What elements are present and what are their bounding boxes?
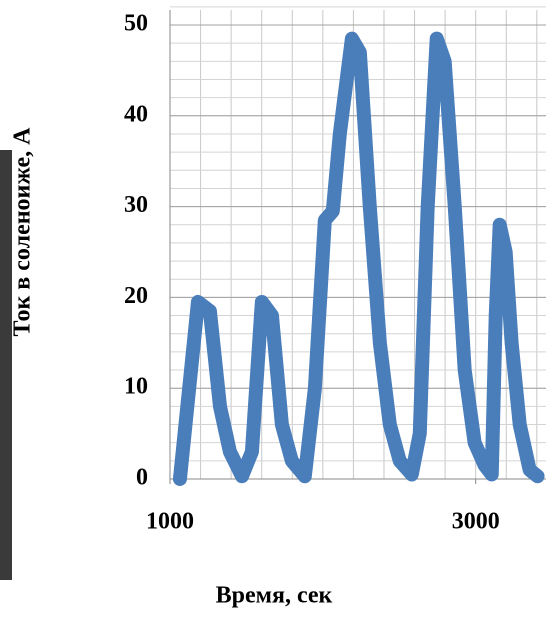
plot — [172, 31, 545, 486]
y-tick-label: 20 — [124, 283, 148, 309]
x-axis-label: Время, сек — [216, 583, 333, 609]
y-axis-label: Ток в соленоиже, А — [10, 127, 36, 337]
y-tick-label: 50 — [124, 11, 148, 37]
y-tick-label: 40 — [124, 101, 148, 127]
data-line — [172, 31, 545, 486]
photo-strip — [0, 150, 12, 580]
x-tick-label: 1000 — [146, 509, 194, 535]
y-tick-label: 0 — [136, 465, 148, 491]
x-tick-label: 3000 — [452, 509, 500, 535]
y-tick-label: 10 — [124, 374, 148, 400]
y-tick-label: 30 — [124, 192, 148, 218]
